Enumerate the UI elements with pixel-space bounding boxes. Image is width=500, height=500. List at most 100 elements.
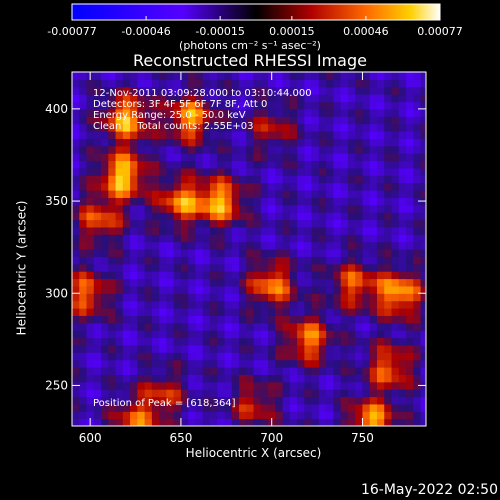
heatmap-cell: [333, 249, 342, 257]
heatmap-cell: [253, 271, 262, 280]
heatmap-cell: [202, 204, 211, 213]
heatmap-cell: [406, 234, 414, 243]
heatmap-cell: [326, 138, 335, 147]
heatmap-cell: [268, 308, 276, 316]
heatmap-cell: [311, 367, 320, 375]
heatmap-cell: [108, 256, 117, 265]
heatmap-cell: [166, 182, 175, 191]
heatmap-cell: [166, 396, 175, 405]
heatmap-cell: [166, 411, 175, 420]
heatmap-cell: [115, 381, 124, 390]
heatmap-cell: [166, 219, 175, 228]
heatmap-cell: [246, 123, 255, 132]
heatmap-cell: [369, 153, 378, 162]
heatmap-cells: [72, 72, 426, 426]
heatmap-cell: [376, 138, 385, 147]
heatmap-cell: [326, 389, 335, 398]
heatmap-cell: [79, 256, 88, 265]
heatmap-cell: [420, 123, 426, 132]
heatmap-cell: [260, 123, 269, 132]
heatmap-cell: [195, 167, 204, 176]
heatmap-cell: [253, 330, 262, 339]
heatmap-cell: [355, 367, 364, 375]
heatmap-cell: [195, 116, 204, 125]
heatmap-cell: [297, 182, 305, 191]
heatmap-cell: [246, 153, 255, 162]
heatmap-cell: [101, 234, 109, 243]
heatmap-cell: [275, 278, 284, 287]
heatmap-cell: [369, 389, 378, 398]
heatmap-cell: [420, 330, 426, 339]
heatmap-cell: [151, 226, 160, 235]
heatmap-cell: [86, 94, 95, 103]
heatmap-cell: [224, 293, 233, 302]
heatmap-cell: [413, 197, 422, 206]
heatmap-cell: [282, 389, 291, 398]
heatmap-cell: [108, 330, 117, 339]
heatmap-cell: [297, 241, 305, 250]
heatmap-cell: [86, 344, 95, 353]
heatmap-cell: [180, 367, 189, 375]
heatmap-cell: [260, 322, 269, 331]
heatmap-cell: [72, 226, 80, 235]
heatmap-cell: [369, 396, 378, 405]
heatmap-cell: [159, 256, 167, 265]
heatmap-cell: [406, 271, 414, 280]
heatmap-cell: [398, 344, 407, 353]
heatmap-cell: [239, 367, 247, 375]
heatmap-cell: [282, 234, 291, 243]
heatmap-cell: [391, 79, 400, 88]
heatmap-cell: [297, 381, 305, 390]
heatmap-cell: [231, 263, 240, 272]
heatmap-cell: [318, 300, 327, 309]
heatmap-cell: [289, 352, 298, 361]
heatmap-cell: [268, 204, 276, 213]
heatmap-cell: [137, 308, 146, 316]
heatmap-cell: [217, 418, 226, 426]
heatmap-cell: [151, 389, 160, 398]
heatmap-cell: [108, 101, 117, 110]
heatmap-cell: [202, 271, 211, 280]
heatmap-cell: [275, 322, 284, 331]
heatmap-cell: [79, 167, 88, 176]
heatmap-cell: [398, 374, 407, 383]
heatmap-cell: [224, 330, 233, 339]
heatmap-cell: [318, 79, 327, 88]
heatmap-cell: [180, 182, 189, 191]
heatmap-cell: [209, 330, 218, 339]
heatmap-cell: [275, 315, 284, 324]
heatmap-cell: [137, 226, 146, 235]
heatmap-cell: [166, 403, 175, 412]
heatmap-cell: [93, 197, 102, 206]
heatmap-cell: [333, 123, 342, 132]
heatmap-cell: [209, 389, 218, 398]
heatmap-cell: [122, 160, 131, 169]
heatmap-cell: [362, 403, 371, 412]
heatmap-cell: [209, 359, 218, 368]
heatmap-cell: [304, 293, 313, 302]
heatmap-cell: [224, 344, 233, 353]
heatmap-cell: [144, 322, 153, 331]
heatmap-cell: [347, 249, 356, 257]
heatmap-cell: [268, 160, 276, 169]
heatmap-cell: [79, 374, 88, 383]
heatmap-cell: [289, 101, 298, 110]
heatmap-cell: [115, 182, 124, 191]
heatmap-cell: [333, 263, 342, 272]
heatmap-cell: [369, 263, 378, 272]
heatmap-cell: [239, 271, 247, 280]
heatmap-cell: [347, 285, 356, 294]
heatmap-cell: [289, 300, 298, 309]
heatmap-cell: [101, 344, 109, 353]
heatmap-cell: [173, 315, 182, 324]
heatmap-cell: [231, 86, 240, 95]
heatmap-cell: [108, 131, 117, 139]
heatmap-cell: [108, 219, 117, 228]
heatmap-cell: [355, 190, 364, 198]
heatmap-cell: [260, 72, 269, 80]
heatmap-cell: [202, 293, 211, 302]
heatmap-cell: [384, 367, 393, 375]
heatmap-cell: [318, 226, 327, 235]
heatmap-cell: [173, 330, 182, 339]
heatmap-cell: [340, 219, 349, 228]
